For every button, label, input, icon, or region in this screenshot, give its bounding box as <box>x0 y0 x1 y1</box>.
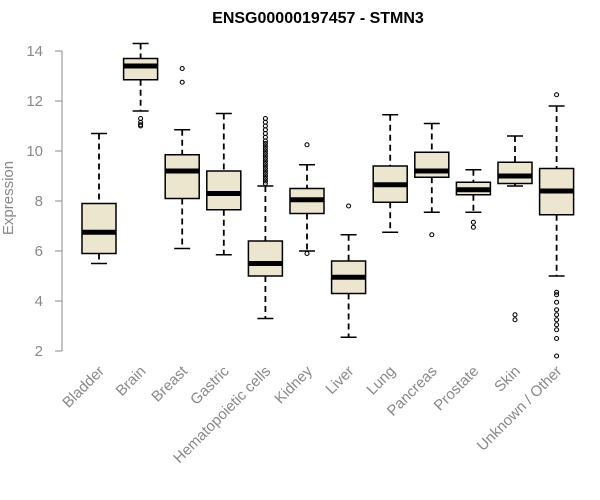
iqr-box <box>122 57 159 81</box>
outlier-point <box>554 353 560 359</box>
outlier-point <box>262 165 268 172</box>
box-group <box>538 92 575 359</box>
outlier-point <box>262 145 268 152</box>
outlier-point <box>262 115 268 122</box>
box-group <box>455 169 492 230</box>
box-group <box>247 115 284 320</box>
y-tick-label: 4 <box>35 293 43 310</box>
outlier-point <box>512 312 518 318</box>
box-series <box>81 42 575 359</box>
iqr-box <box>164 154 200 200</box>
x-tick-label: Kidney <box>271 362 316 407</box>
outlier-point <box>262 170 268 177</box>
outlier-point <box>554 92 560 98</box>
y-tick-label: 12 <box>26 93 43 110</box>
outlier-point <box>262 175 268 182</box>
outlier-point <box>554 327 560 333</box>
box-group <box>289 142 325 257</box>
chart-title: ENSG00000197457 - STMN3 <box>212 10 424 27</box>
outlier-point <box>262 158 268 164</box>
box-group <box>372 114 408 233</box>
outlier-point <box>262 173 268 179</box>
outlier-point <box>262 140 268 147</box>
outlier-point <box>554 322 560 328</box>
x-tick-label: Skin <box>491 363 524 396</box>
outlier-point <box>554 289 560 295</box>
outlier-point <box>470 224 476 230</box>
box-group <box>164 65 200 250</box>
y-axis-label: Expression <box>0 161 17 235</box>
outlier-point <box>262 143 268 149</box>
outlier-point <box>262 178 268 184</box>
outlier-point <box>470 219 476 225</box>
outlier-point <box>262 168 268 174</box>
outlier-point <box>304 250 310 257</box>
outlier-point <box>262 180 268 187</box>
y-tick-label: 2 <box>35 343 43 360</box>
box-group <box>206 112 242 256</box>
outlier-point <box>262 150 268 157</box>
iqr-box <box>247 240 284 277</box>
outlier-point <box>554 292 560 298</box>
outlier-point <box>179 65 185 72</box>
y-tick-label: 6 <box>35 243 43 260</box>
box-group <box>414 122 450 238</box>
outlier-point <box>554 312 560 318</box>
box-group <box>497 135 533 323</box>
outlier-point <box>554 299 560 305</box>
outlier-point <box>554 317 560 323</box>
outlier-point <box>304 142 310 148</box>
outlier-point <box>262 155 268 162</box>
box-group <box>330 203 367 338</box>
box-group <box>81 132 117 265</box>
x-tick-label: Breast <box>148 362 191 405</box>
outlier-point <box>346 203 352 209</box>
outlier-point <box>554 335 560 342</box>
box-group <box>122 42 159 129</box>
x-tick-label: Liver <box>322 363 357 398</box>
iqr-box <box>497 161 533 185</box>
outlier-point <box>429 232 435 238</box>
y-tick-label: 14 <box>26 43 43 60</box>
outlier-point <box>138 123 144 129</box>
y-axis-ticks: 2 4 6 8 10 12 14 <box>26 43 62 360</box>
x-tick-label: Prostate <box>431 363 483 415</box>
x-tick-label: Brain <box>113 363 150 400</box>
outlier-point <box>554 307 560 313</box>
outlier-point <box>179 79 185 85</box>
outlier-point <box>262 163 268 169</box>
outlier-point <box>262 160 268 167</box>
outlier-point <box>262 153 268 159</box>
outlier-point <box>512 317 518 323</box>
y-tick-label: 10 <box>26 143 43 160</box>
y-tick-label: 8 <box>35 193 43 210</box>
x-tick-label: Bladder <box>59 363 108 412</box>
outlier-point <box>262 148 268 154</box>
iqr-box <box>81 202 117 255</box>
x-tick-label: Lung <box>363 363 399 399</box>
iqr-box <box>206 170 242 211</box>
